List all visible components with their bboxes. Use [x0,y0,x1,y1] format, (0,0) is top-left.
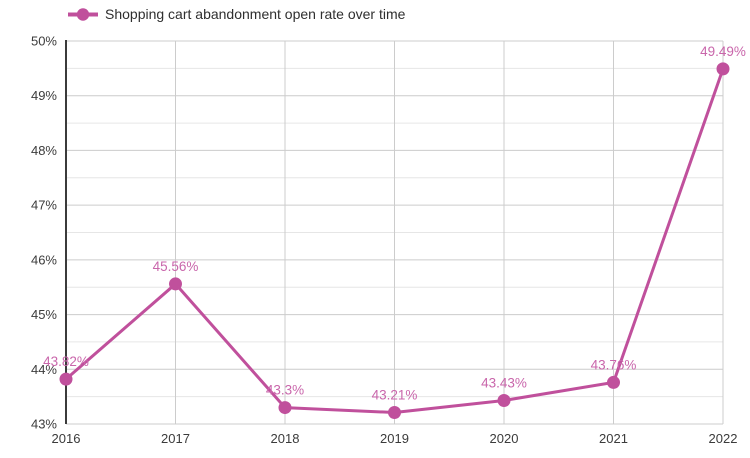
data-point-value-label: 43.76% [591,357,637,372]
data-point-value-label: 43.3% [266,383,304,398]
x-axis-tick-label: 2022 [709,431,738,446]
y-axis-tick-label: 45% [31,307,57,322]
data-point-marker [59,372,73,386]
y-axis-tick-label: 46% [31,252,57,267]
x-axis-tick-label: 2020 [490,431,519,446]
data-point-marker [388,406,401,420]
data-point-marker [169,277,182,291]
data-point-value-label: 43.21% [372,388,418,403]
data-point-marker [278,401,292,415]
x-axis-tick-label: 2018 [271,431,300,446]
x-axis-tick-label: 2019 [380,431,409,446]
y-axis-tick-label: 50% [31,34,57,49]
legend-label: Shopping cart abandonment open rate over… [105,6,406,22]
legend-line-marker-icon [68,7,98,21]
y-axis-tick-label: 43% [31,417,57,432]
data-point-value-label: 45.56% [153,259,199,274]
x-axis-tick-label: 2021 [599,431,628,446]
y-axis-tick-label: 47% [31,198,57,213]
chart-legend: Shopping cart abandonment open rate over… [68,5,405,23]
data-point-value-label: 49.49% [700,44,746,59]
data-point-marker [607,375,620,389]
data-point-marker [716,62,730,76]
y-axis-tick-label: 44% [31,362,57,377]
y-axis-tick-label: 49% [31,88,57,103]
x-axis-tick-label: 2016 [52,431,81,446]
y-axis-tick-label: 48% [31,143,57,158]
data-point-value-label: 43.43% [481,375,527,390]
data-point-marker [497,393,511,407]
x-axis-tick-label: 2017 [161,431,190,446]
data-point-value-label: 43.82% [43,354,89,369]
